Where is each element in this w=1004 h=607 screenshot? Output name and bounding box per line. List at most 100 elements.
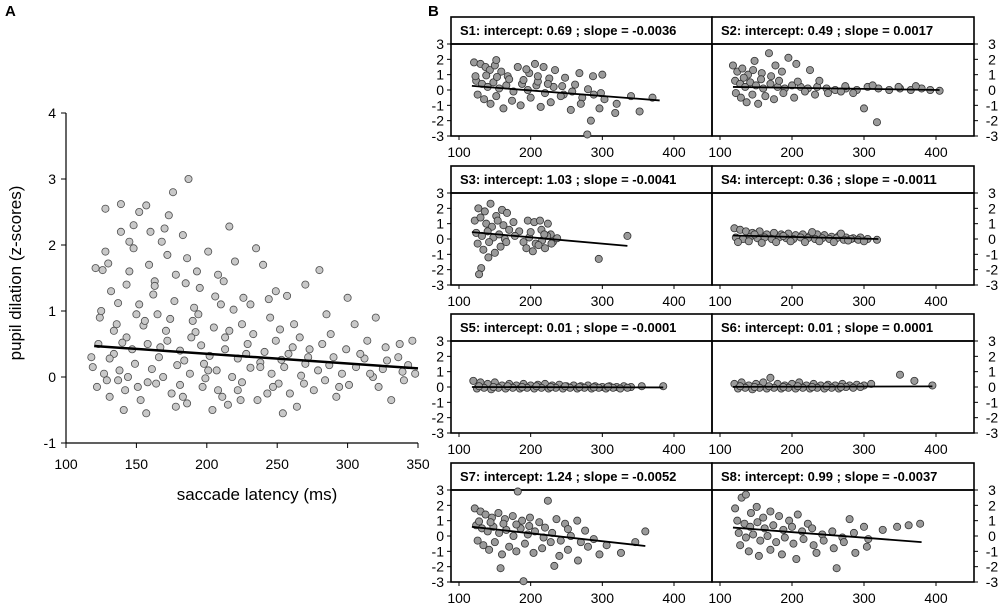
data-point <box>541 523 550 532</box>
data-point <box>541 244 550 253</box>
data-point <box>256 363 265 372</box>
data-point <box>475 270 484 279</box>
data-point <box>295 333 304 342</box>
data-point <box>223 400 232 409</box>
data-point <box>525 522 534 531</box>
data-point <box>180 356 189 365</box>
y-tick-label: 0 <box>48 369 56 385</box>
panel-b-letter: B <box>428 3 439 20</box>
data-point <box>301 280 310 289</box>
data-point <box>860 522 869 531</box>
data-point <box>550 561 559 570</box>
data-point <box>345 380 354 389</box>
data-point <box>335 382 344 391</box>
regression-line <box>732 526 922 544</box>
data-point <box>509 532 518 541</box>
data-point <box>777 550 786 559</box>
data-point <box>140 316 149 325</box>
data-point <box>583 130 592 139</box>
data-point <box>480 95 489 104</box>
y-tick-label: 1 <box>988 67 996 83</box>
y-tick-label: 0 <box>988 82 996 98</box>
subject-panel-s3: S3: intercept: 1.03 ; slope = -0.0041321… <box>432 165 713 309</box>
y-tick-label: -1 <box>432 97 445 113</box>
y-tick-label: 2 <box>436 348 444 364</box>
main-scatter-chart: -1 0 1 2 3 4 100 150 200 250 300 350 saccade latency… <box>6 105 430 504</box>
y-tick-label: 0 <box>436 82 444 98</box>
data-point <box>819 536 828 545</box>
y-tick-label: 1 <box>988 513 996 529</box>
data-point <box>107 287 116 296</box>
subject-panel-s7: S7: intercept: 1.24 ; slope = -0.0052321… <box>432 462 713 606</box>
x-tick-label: 100 <box>447 441 471 457</box>
data-point <box>239 293 248 302</box>
data-point <box>786 237 795 246</box>
data-point <box>225 222 234 231</box>
data-point <box>551 66 560 75</box>
data-point <box>342 345 351 354</box>
y-tick-label: 3 <box>436 482 444 498</box>
data-point <box>754 551 763 560</box>
data-point <box>792 59 801 68</box>
data-point <box>119 405 128 414</box>
data-point <box>102 376 111 385</box>
data-point <box>896 370 905 379</box>
data-point <box>522 65 531 74</box>
y-tick-label: 0 <box>988 231 996 247</box>
data-point <box>764 49 773 58</box>
data-point <box>184 174 193 183</box>
data-point <box>744 547 753 556</box>
data-point <box>513 63 522 72</box>
data-point <box>499 104 508 113</box>
data-point <box>893 522 902 531</box>
data-point <box>299 379 308 388</box>
data-point <box>595 104 604 113</box>
data-point <box>777 67 786 76</box>
data-point <box>101 204 110 213</box>
y-tick-label: 3 <box>436 333 444 349</box>
data-point <box>535 518 544 527</box>
data-point <box>350 320 359 329</box>
data-point <box>780 533 789 542</box>
subject-panel-s5: S5: intercept: 0.01 ; slope = -0.0001321… <box>432 313 713 457</box>
data-point <box>318 339 327 348</box>
data-point <box>236 396 245 405</box>
data-point <box>211 292 220 301</box>
data-point <box>153 310 162 319</box>
data-point <box>482 71 491 80</box>
data-point <box>586 116 595 125</box>
data-point <box>492 92 501 101</box>
data-point <box>221 333 230 342</box>
data-point <box>815 76 824 85</box>
x-tick-label: 400 <box>924 441 948 457</box>
data-point <box>221 345 230 354</box>
data-point <box>505 75 514 84</box>
panel-title-box <box>711 16 975 45</box>
data-point <box>199 359 208 368</box>
data-point <box>237 320 246 329</box>
data-point <box>584 542 593 551</box>
data-point <box>216 300 225 309</box>
data-point <box>793 77 802 86</box>
data-point <box>246 300 255 309</box>
data-point <box>276 325 285 334</box>
data-point <box>849 528 858 537</box>
data-point <box>790 93 799 102</box>
data-point <box>159 372 168 381</box>
y-tick-label: 2 <box>436 200 444 216</box>
data-point <box>219 277 228 286</box>
data-point <box>490 248 499 257</box>
data-point <box>160 224 169 233</box>
data-point <box>512 520 521 529</box>
subject-panel-s8: S8: intercept: 0.99 ; slope = -0.0037321… <box>708 462 998 606</box>
y-tick-label: -3 <box>432 574 445 590</box>
y-tick-label: -2 <box>986 262 999 278</box>
data-point <box>473 239 482 248</box>
x-tick-label: 250 <box>266 456 290 472</box>
data-point <box>121 386 130 395</box>
y-tick-label: -2 <box>432 113 445 129</box>
data-point <box>408 336 417 345</box>
data-point <box>479 245 488 254</box>
y-tick-label: -3 <box>986 277 999 293</box>
data-point <box>387 396 396 405</box>
